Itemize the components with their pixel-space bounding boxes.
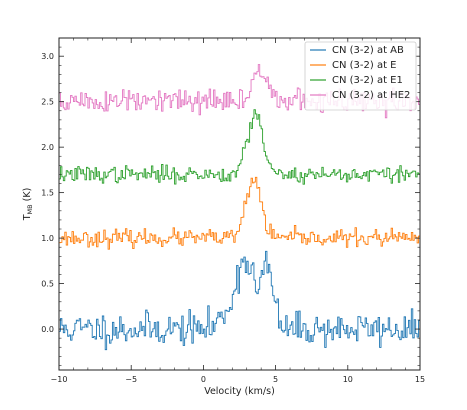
- y-tick-label: 2.0: [41, 143, 54, 152]
- x-tick-label: −5: [125, 375, 137, 384]
- legend-label: CN (3-2) at E1: [332, 75, 403, 86]
- series-line-1: [59, 250, 420, 351]
- x-tick-label: 0: [201, 375, 206, 384]
- series-line-3: [59, 109, 420, 185]
- y-tick-label: 0.0: [41, 325, 54, 334]
- y-tick-label: 1.5: [41, 189, 54, 198]
- legend-label: CN (3-2) at HE2: [332, 90, 410, 101]
- x-tick-label: 15: [415, 375, 425, 384]
- tick-layer: −10 −5 0 5 10 15 0.0 0.5 1.0 1.5 2.0 2.5 3.0: [41, 38, 425, 384]
- x-tick-label: −10: [51, 375, 68, 384]
- y-tick-label: 0.5: [41, 280, 54, 289]
- x-tick-label: 10: [343, 375, 353, 384]
- y-axis-label-main: T: [22, 214, 33, 221]
- y-tick-label: 2.5: [41, 98, 54, 107]
- y-axis-label: TMB (K): [22, 188, 34, 222]
- legend: CN (3-2) at AB CN (3-2) at E CN (3-2) at E…: [304, 41, 417, 111]
- legend-label: CN (3-2) at AB: [332, 45, 404, 56]
- series-layer: [59, 64, 420, 351]
- legend-label: CN (3-2) at E: [332, 60, 397, 71]
- x-axis-label: Velocity (km/s): [204, 386, 275, 397]
- y-axis-label-unit: (K): [22, 188, 33, 205]
- legend-box: [304, 41, 417, 111]
- plot-frame: [58, 37, 421, 371]
- y-tick-label: 3.0: [41, 52, 54, 61]
- y-tick-label: 1.0: [41, 234, 54, 243]
- x-tick-label: 5: [273, 375, 278, 384]
- series-line-2: [59, 176, 420, 250]
- y-axis-label-subscript: MB: [26, 204, 34, 214]
